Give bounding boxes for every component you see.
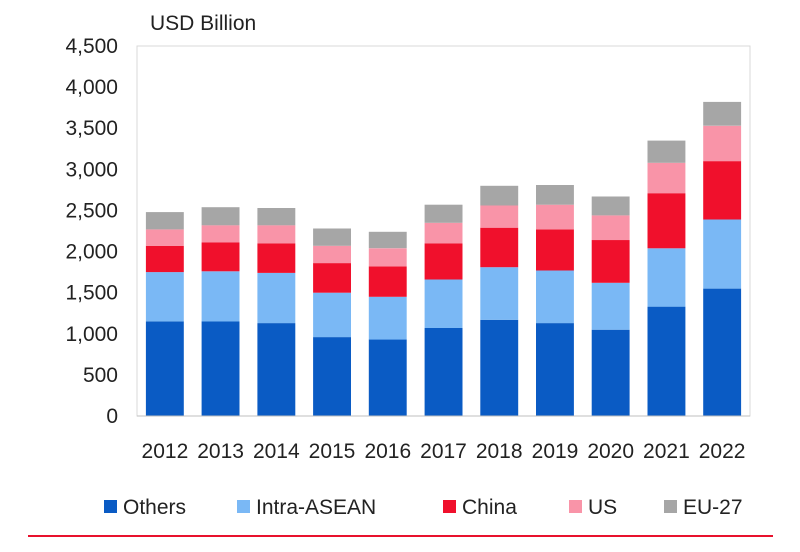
bar-others-2015	[313, 337, 351, 416]
bar-us-2018	[480, 205, 519, 228]
x-tick-label-2019: 2019	[532, 440, 579, 463]
bar-eu-27-2019	[536, 185, 574, 205]
y-tick-label: 500	[83, 364, 118, 387]
y-tick-labels: 0 500 1,000 1,500 2,000 2,500 3,000 3,500 4,000 4…	[65, 35, 118, 428]
bar-china-2018	[480, 227, 519, 268]
bar-china-2013	[201, 242, 240, 272]
legend-swatch-intra-asean	[237, 500, 250, 513]
bar-china-2014	[257, 243, 296, 273]
bar-china-2015	[313, 263, 351, 293]
bar-eu-27-2015	[313, 228, 351, 246]
y-axis-unit-label: USD Billion	[150, 12, 256, 35]
y-tick-label: 2,500	[65, 199, 118, 222]
bar-intra-asean-2012	[145, 272, 184, 322]
bar-others-2021	[647, 306, 686, 416]
bar-eu-27-2012	[145, 212, 184, 230]
bar-intra-asean-2014	[257, 272, 296, 324]
bar-intra-asean-2021	[647, 248, 686, 307]
bar-eu-27-2018	[480, 185, 519, 206]
bar-intra-asean-2015	[313, 292, 351, 338]
bar-eu-27-2017	[424, 204, 463, 223]
bar-us-2014	[257, 225, 296, 244]
bar-intra-asean-2022	[703, 219, 742, 289]
bar-others-2018	[480, 319, 519, 416]
y-tick-label: 4,000	[65, 76, 118, 99]
bars-group	[145, 101, 742, 416]
bar-intra-asean-2013	[201, 271, 240, 322]
bar-us-2017	[424, 222, 463, 244]
bar-eu-27-2020	[591, 196, 630, 216]
legend-swatch-eu-27	[664, 500, 677, 513]
legend-label-china: China	[462, 496, 517, 519]
bar-intra-asean-2019	[536, 270, 574, 324]
bar-intra-asean-2016	[368, 296, 407, 340]
bar-eu-27-2013	[201, 207, 240, 226]
legend-swatch-china	[443, 500, 456, 513]
x-tick-labels: 2012 2013 2014 2015 2016 2017 2018 2019 2020 2021…	[142, 440, 746, 463]
y-tick-label: 1,000	[65, 323, 118, 346]
legend-label-intra-asean: Intra-ASEAN	[256, 496, 376, 519]
bar-us-2021	[647, 162, 686, 194]
y-tick-label: 3,500	[65, 117, 118, 140]
bar-others-2014	[257, 323, 296, 416]
bar-others-2022	[703, 288, 742, 416]
y-tick-label: 1,500	[65, 282, 118, 305]
bar-china-2012	[145, 245, 184, 273]
footer-rule	[28, 535, 773, 537]
x-tick-label-2012: 2012	[142, 440, 189, 463]
bar-eu-27-2022	[703, 101, 742, 126]
x-tick-label-2020: 2020	[587, 440, 634, 463]
legend: Others Intra-ASEAN China US EU-27	[104, 496, 743, 519]
bar-china-2019	[536, 229, 574, 271]
bar-china-2022	[703, 161, 742, 220]
legend-label-us: US	[588, 496, 617, 519]
x-tick-label-2016: 2016	[364, 440, 411, 463]
bar-eu-27-2021	[647, 140, 686, 163]
bar-china-2021	[647, 193, 686, 249]
bar-others-2013	[201, 321, 240, 416]
bar-others-2016	[368, 339, 407, 416]
y-tick-label: 0	[106, 405, 118, 428]
bar-intra-asean-2017	[424, 279, 463, 328]
x-tick-label-2017: 2017	[420, 440, 467, 463]
y-tick-label: 4,500	[65, 35, 118, 58]
bar-us-2016	[368, 248, 407, 267]
bar-others-2020	[591, 329, 630, 416]
bar-china-2017	[424, 243, 463, 280]
legend-label-eu-27: EU-27	[683, 496, 743, 519]
bar-eu-27-2014	[257, 208, 296, 226]
x-tick-label-2014: 2014	[253, 440, 300, 463]
bar-others-2012	[145, 321, 184, 416]
bar-us-2012	[145, 229, 184, 246]
legend-swatch-us	[569, 500, 582, 513]
bar-us-2013	[201, 225, 240, 243]
x-tick-label-2022: 2022	[699, 440, 746, 463]
bar-us-2019	[536, 204, 574, 230]
bar-china-2020	[591, 240, 630, 283]
x-tick-label-2018: 2018	[476, 440, 523, 463]
bar-others-2017	[424, 328, 463, 416]
x-tick-label-2021: 2021	[643, 440, 690, 463]
legend-label-others: Others	[123, 496, 186, 519]
bar-intra-asean-2018	[480, 267, 519, 320]
bar-us-2022	[703, 125, 742, 162]
bar-us-2015	[313, 245, 351, 264]
bar-eu-27-2016	[368, 231, 407, 249]
bar-intra-asean-2020	[591, 282, 630, 330]
bar-china-2016	[368, 266, 407, 297]
bar-others-2019	[536, 323, 574, 416]
y-tick-label: 3,000	[65, 158, 118, 181]
y-tick-label: 2,000	[65, 241, 118, 264]
legend-swatch-others	[104, 500, 117, 513]
bar-us-2020	[591, 215, 630, 241]
x-tick-label-2013: 2013	[197, 440, 244, 463]
x-tick-label-2015: 2015	[309, 440, 356, 463]
